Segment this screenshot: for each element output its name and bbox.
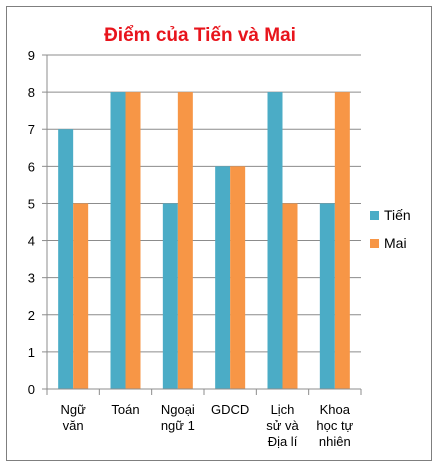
bar (125, 92, 141, 389)
legend-label: Tiến (384, 207, 411, 223)
x-tick-label: GDCD (211, 402, 249, 417)
x-tick-label: Ngoại (161, 402, 195, 417)
x-tick-label: ngữ 1 (161, 418, 195, 433)
bar (58, 129, 74, 389)
y-tick-label: 1 (28, 345, 35, 360)
y-tick-label: 0 (28, 382, 35, 397)
y-tick-label: 9 (28, 48, 35, 63)
gridlines (47, 54, 361, 353)
x-tick-label: nhiên (319, 434, 351, 449)
bar (334, 92, 350, 389)
y-tick-label: 7 (28, 122, 35, 137)
legend-swatch (370, 239, 379, 248)
x-tick-label: Khoa (320, 402, 351, 417)
bar (282, 203, 298, 389)
x-tick-label: Ngữ (61, 402, 87, 417)
x-tick-label: Toán (111, 402, 139, 417)
x-tick-label: văn (63, 418, 84, 433)
bar (162, 203, 178, 389)
bar (319, 203, 335, 389)
x-tick-label: học tự (316, 418, 353, 433)
bar (110, 92, 126, 389)
y-tick-label: 3 (28, 271, 35, 286)
x-tick-label: sử và (266, 418, 299, 433)
legend-label: Mai (384, 235, 407, 251)
y-tick-label: 5 (28, 196, 35, 211)
bar (177, 92, 193, 389)
legend-swatch (370, 211, 379, 220)
bars (58, 92, 350, 389)
y-tick-label: 8 (28, 85, 35, 100)
bar (267, 92, 283, 389)
y-tick-label: 4 (28, 234, 35, 249)
chart-title: Điểm của Tiến và Mai (104, 25, 296, 46)
legend: Tiến Mai (370, 207, 411, 251)
y-tick-label: 2 (28, 308, 35, 323)
x-tick-label: Lịch (271, 402, 295, 417)
x-tick-label: Địa lí (268, 434, 298, 449)
y-tick-label: 6 (28, 159, 35, 174)
y-axis-ticks: 0 1 2 3 4 5 6 7 8 9 (28, 48, 47, 397)
axes (46, 55, 362, 395)
bar (215, 166, 231, 389)
bar (73, 203, 89, 389)
bar (230, 166, 246, 389)
